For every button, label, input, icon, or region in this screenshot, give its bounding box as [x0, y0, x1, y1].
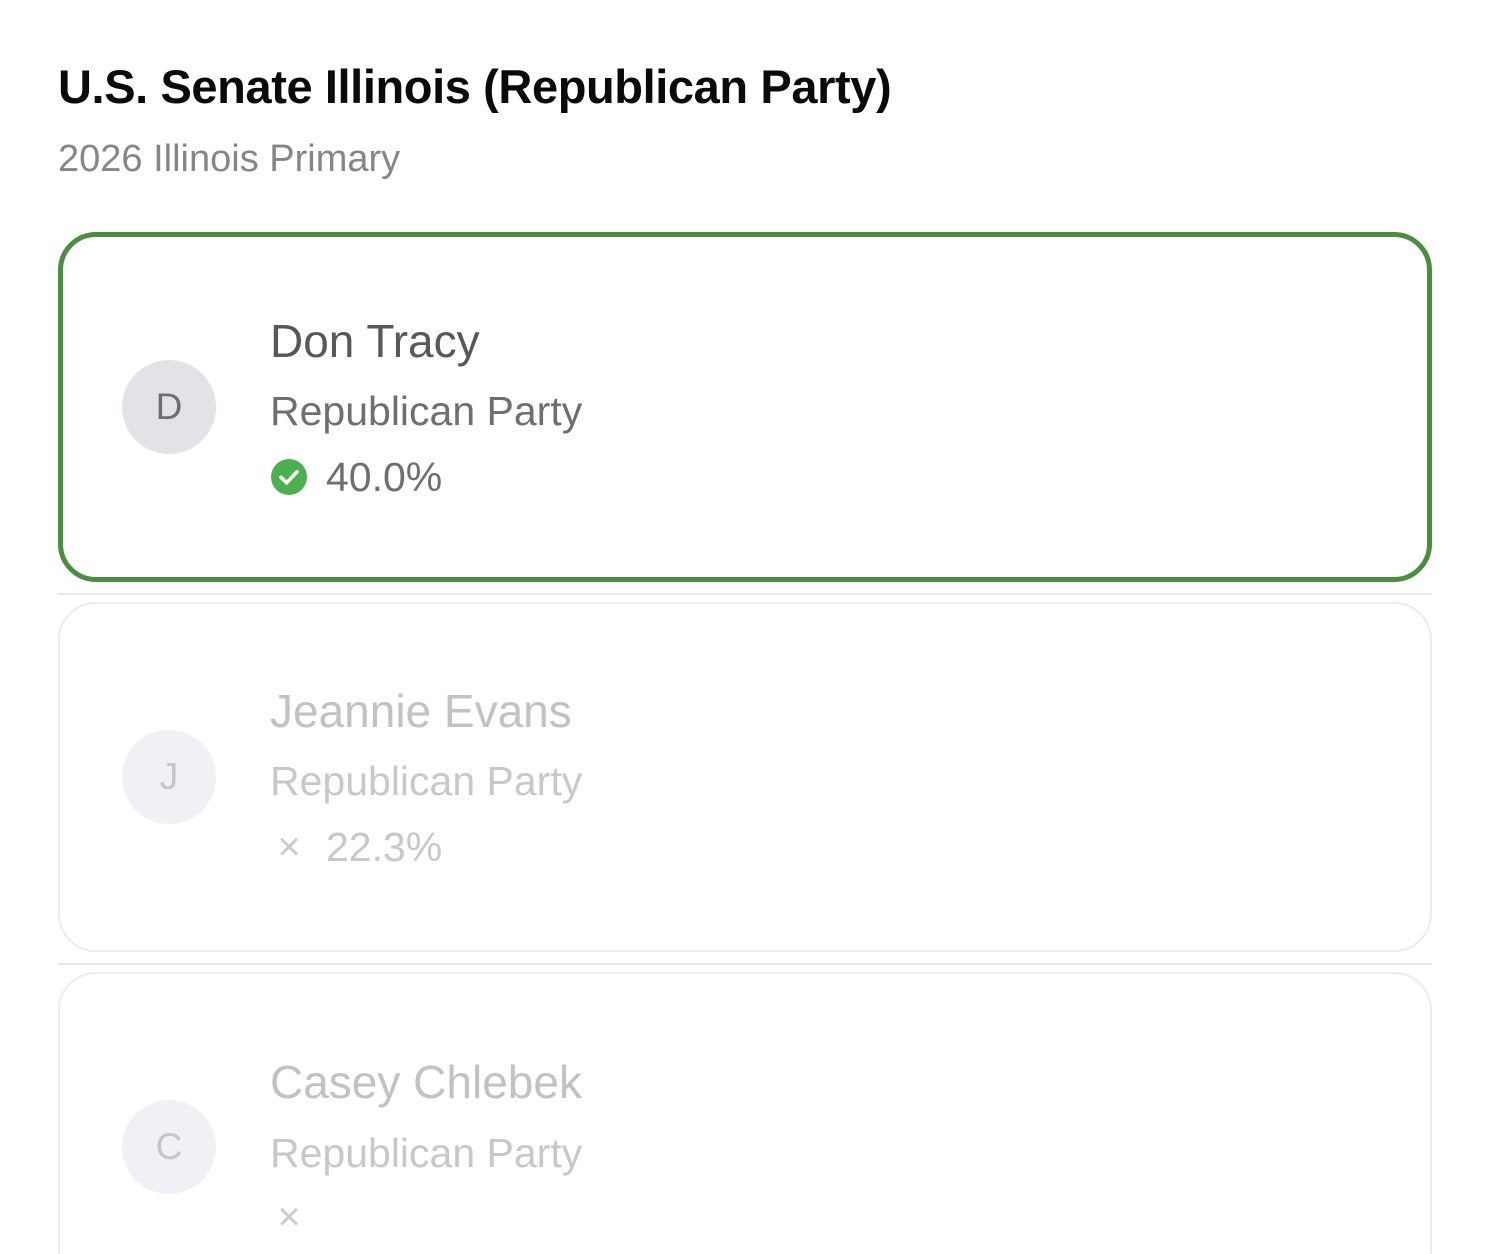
candidate-slot: D Don Tracy Republican Party 40.0% [58, 231, 1432, 582]
candidate-card[interactable]: C Casey Chlebek Republican Party × [58, 971, 1432, 1254]
candidate-party: Republican Party [270, 1129, 583, 1176]
check-circle-icon [270, 458, 308, 496]
list-divider [58, 962, 1432, 965]
avatar: D [122, 359, 216, 454]
candidate-card[interactable]: J Jeannie Evans Republican Party × 22.3% [58, 601, 1432, 952]
list-divider [58, 592, 1432, 595]
candidate-result: × 22.3% [270, 823, 582, 870]
avatar: C [122, 1099, 216, 1194]
candidate-result: × [270, 1195, 582, 1240]
candidate-name: Don Tracy [270, 314, 480, 367]
candidate-slot: J Jeannie Evans Republican Party × 22.3% [58, 601, 1432, 952]
x-icon: × [277, 1195, 301, 1240]
candidate-party: Republican Party [270, 388, 583, 435]
page-title: U.S. Senate Illinois (Republican Party) [58, 60, 892, 113]
result-percent: 22.3% [326, 823, 443, 870]
race-header: U.S. Senate Illinois (Republican Party) … [0, 0, 1490, 180]
x-icon: × [277, 825, 301, 870]
candidate-info: Jeannie Evans Republican Party × 22.3% [270, 684, 583, 870]
candidate-slot: C Casey Chlebek Republican Party × [58, 971, 1432, 1254]
candidate-list: D Don Tracy Republican Party 40.0% [0, 231, 1490, 1254]
candidate-info: Casey Chlebek Republican Party × [270, 1056, 583, 1240]
candidate-info: Don Tracy Republican Party 40.0% [270, 314, 583, 500]
candidate-card-winner[interactable]: D Don Tracy Republican Party 40.0% [58, 231, 1432, 582]
result-percent: 40.0% [326, 453, 443, 500]
race-subtitle: 2026 Illinois Primary [58, 137, 401, 180]
candidate-name: Casey Chlebek [270, 1056, 582, 1109]
candidate-result: 40.0% [270, 453, 582, 500]
candidate-name: Jeannie Evans [270, 684, 572, 737]
avatar: J [122, 729, 216, 824]
candidate-party: Republican Party [270, 758, 583, 805]
